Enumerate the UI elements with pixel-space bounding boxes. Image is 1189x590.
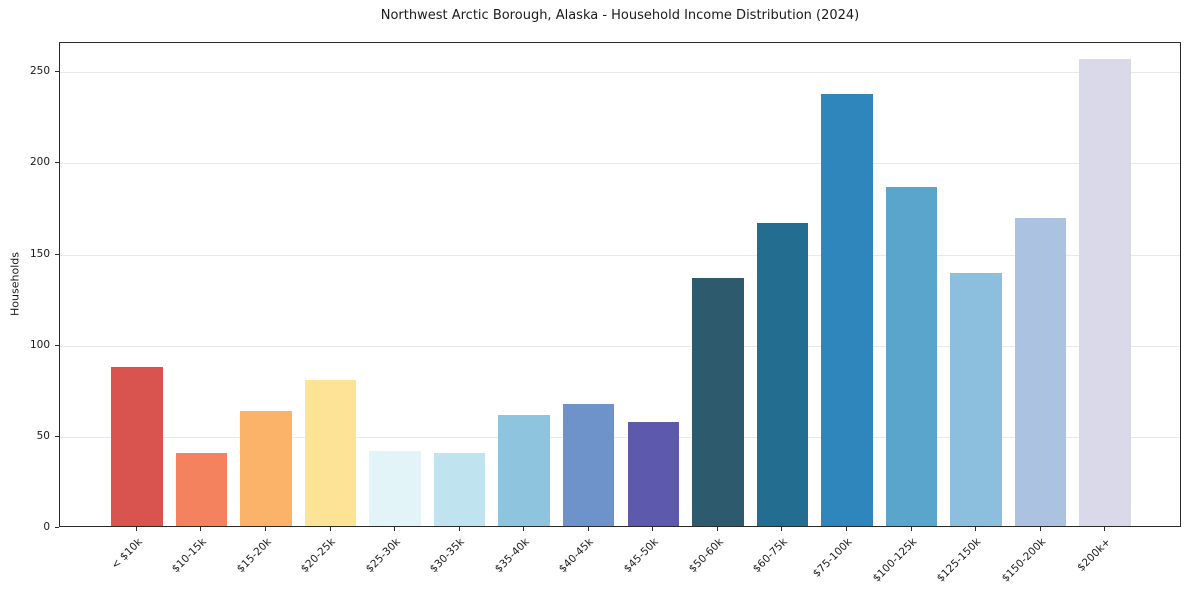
bar: [1079, 59, 1131, 526]
gridline: [60, 163, 1180, 165]
x-tick-mark: [781, 527, 783, 531]
x-tick-mark: [716, 527, 718, 531]
x-tick-label-text: $30-35k: [427, 536, 468, 576]
bar: [433, 453, 486, 526]
x-tick-mark: [1039, 527, 1041, 531]
y-tick-mark: [55, 253, 59, 255]
x-tick-label-text: $200k+: [1074, 536, 1113, 574]
y-axis-label: Households: [8, 252, 22, 316]
x-tick-label-text: $10-15k: [169, 536, 209, 576]
x-tick-label-text: $20-25k: [298, 536, 338, 576]
bar: [304, 380, 357, 526]
bar: [756, 223, 809, 526]
gridline: [60, 254, 1180, 256]
bar: [885, 186, 938, 526]
gridline: [60, 72, 1180, 74]
gridline: [60, 345, 1180, 347]
x-tick-label-text: $100-125k: [870, 536, 919, 585]
bar: [627, 422, 680, 526]
x-tick-label-text: $35-40k: [492, 536, 532, 576]
y-tick-mark: [55, 344, 59, 346]
x-tick-mark: [652, 527, 654, 531]
bar: [240, 411, 292, 526]
x-tick-mark: [135, 527, 137, 531]
x-tick-label-text: $15-20k: [234, 536, 274, 576]
bar: [369, 451, 421, 526]
x-tick-mark: [910, 527, 912, 531]
x-tick-mark: [329, 527, 331, 531]
gridline: [60, 436, 1180, 438]
x-tick-mark: [523, 527, 525, 531]
y-tick-label: 100: [29, 338, 50, 351]
x-tick-label-text: < $10k: [108, 536, 145, 572]
bar: [111, 367, 163, 526]
y-tick-label: 250: [29, 65, 50, 78]
x-tick-mark: [264, 527, 266, 531]
y-tick-label: 200: [29, 156, 50, 169]
y-tick-mark: [55, 435, 59, 437]
bar: [175, 453, 228, 526]
x-tick-label-text: $60-75k: [750, 536, 790, 576]
bar: [950, 272, 1002, 526]
x-tick-label-text: $125-150k: [935, 536, 984, 585]
x-tick-mark: [1104, 527, 1106, 531]
x-tick-label-text: $150-200k: [999, 536, 1049, 585]
y-tick-mark: [55, 71, 59, 73]
y-tick-label: 150: [29, 247, 50, 260]
chart-title: Northwest Arctic Borough, Alaska - House…: [380, 8, 860, 23]
y-tick-label: 50: [36, 429, 50, 442]
x-tick-label-text: $75-100k: [810, 536, 855, 580]
x-tick-mark: [458, 527, 460, 531]
x-tick-label-text: $25-30k: [363, 536, 403, 576]
x-tick-mark: [200, 527, 202, 531]
plot-area: [59, 42, 1181, 527]
x-tick-label-text: $40-45k: [557, 536, 597, 576]
x-tick-mark: [587, 527, 589, 531]
bar: [498, 414, 550, 526]
bar: [1014, 217, 1067, 526]
y-tick-mark: [55, 527, 59, 528]
bar: [692, 278, 744, 526]
y-tick-mark: [55, 162, 59, 164]
bar: [821, 93, 873, 526]
bar: [562, 403, 615, 526]
x-tick-mark: [394, 527, 396, 531]
y-tick-label: 0: [43, 521, 50, 533]
x-tick-label-text: $45-50k: [621, 536, 661, 576]
x-tick-mark: [845, 527, 847, 531]
x-tick-label-text: $50-60k: [686, 536, 726, 576]
x-tick-mark: [975, 527, 977, 531]
